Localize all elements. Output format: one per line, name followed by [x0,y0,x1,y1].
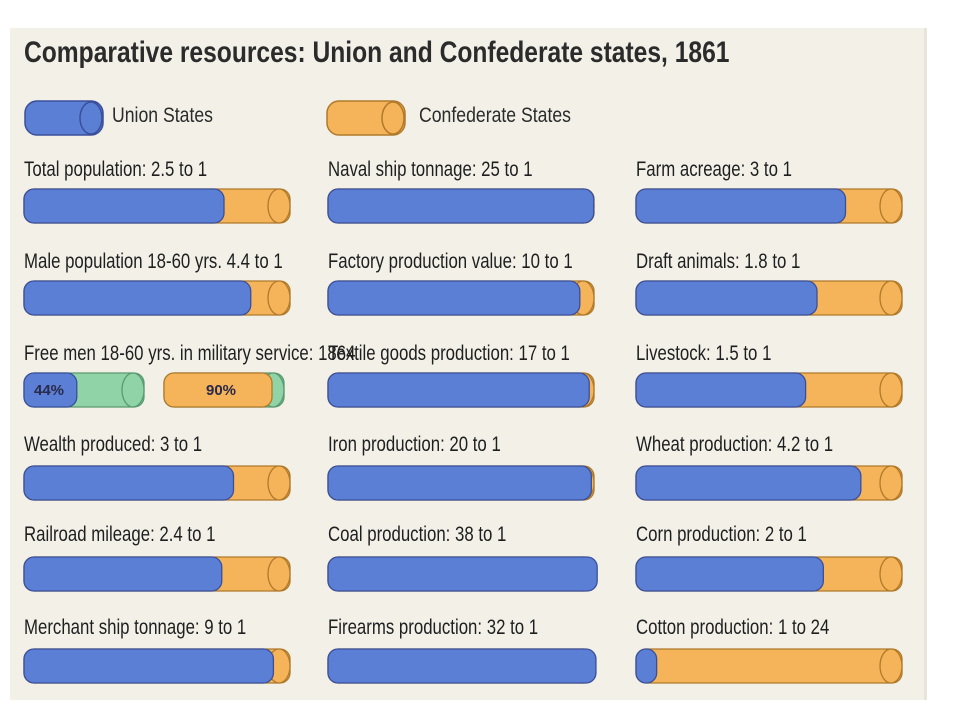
label-factory-production-value: Factory production value: 10 to 1 [328,250,573,273]
label-total-population: Total population: 2.5 to 1 [24,158,208,181]
bar-wheat-production [635,465,903,501]
label-free-men-18-60-yrs-in-military-service: Free men 18-60 yrs. in military service:… [24,342,356,365]
military-confederate-percent: 90% [206,382,236,399]
label-railroad-mileage: Railroad mileage: 2.4 to 1 [24,523,216,546]
segment-union-naval-ship-tonnage [327,188,595,224]
segment-confederate-cotton-production [635,648,903,684]
military-confederate-fill [163,372,273,408]
label-firearms-production: Firearms production: 32 to 1 [328,616,539,639]
segment-union-draft-animals [635,280,818,316]
label-corn-production: Corn production: 2 to 1 [636,523,807,546]
bar-iron-production [327,465,595,501]
legend-label-confederate: Confederate States [419,104,572,127]
military-union-percent: 44% [34,382,64,399]
bar-free-men-18-60-yrs-in-military-service: 44% 90% [23,372,285,408]
panel-edge [924,28,927,700]
bar-textile-goods-production [327,372,595,408]
bar-livestock [635,372,903,408]
chart-title: Comparative resources: Union and Confede… [24,36,730,69]
segment-union-total-population [23,188,225,224]
label-livestock: Livestock: 1.5 to 1 [636,342,772,365]
bar-coal-production [327,556,598,592]
legend-swatch-union [24,100,104,136]
segment-union-railroad-mileage [23,556,223,592]
bar-naval-ship-tonnage [327,188,595,224]
label-naval-ship-tonnage: Naval ship tonnage: 25 to 1 [328,158,533,181]
segment-union-factory-production-value [327,280,581,316]
bar-male-population-18-60-yrs-4-4-to-1 [23,280,291,316]
segment-union-cotton-production [635,648,658,684]
segment-union-male-population-18-60-yrs-4-4-to-1 [23,280,252,316]
legend-swatch-confederate [326,100,406,136]
segment-union-merchant-ship-tonnage [23,648,275,684]
label-textile-goods-production: Textile goods production: 17 to 1 [328,342,570,365]
bar-draft-animals [635,280,903,316]
segment-union-textile-goods-production [327,372,590,408]
bar-merchant-ship-tonnage [23,648,291,684]
segment-union-corn-production [635,556,824,592]
label-cotton-production: Cotton production: 1 to 24 [636,616,830,639]
bar-total-population [23,188,291,224]
bar-wealth-produced [23,465,291,501]
bar-railroad-mileage [23,556,291,592]
bar-corn-production [635,556,903,592]
label-merchant-ship-tonnage: Merchant ship tonnage: 9 to 1 [24,616,247,639]
bar-farm-acreage [635,188,903,224]
segment-union-livestock [635,372,807,408]
segment-union-iron-production [327,465,592,501]
label-coal-production: Coal production: 38 to 1 [328,523,507,546]
segment-union-wealth-produced [23,465,235,501]
bar-cotton-production [635,648,903,684]
label-male-population-18-60-yrs-4-4-to-1: Male population 18-60 yrs. 4.4 to 1 [24,250,283,273]
military-union-fill [23,372,78,408]
segment-union-farm-acreage [635,188,847,224]
bar-factory-production-value [327,280,595,316]
label-wealth-produced: Wealth produced: 3 to 1 [24,433,203,456]
segment-union-wheat-production [635,465,862,501]
label-iron-production: Iron production: 20 to 1 [328,433,501,456]
bar-firearms-production [327,648,597,684]
segment-union-coal-production [327,556,598,592]
segment-union-firearms-production [327,648,597,684]
legend-label-union: Union States [112,104,214,127]
label-draft-animals: Draft animals: 1.8 to 1 [636,250,801,273]
label-farm-acreage: Farm acreage: 3 to 1 [636,158,792,181]
label-wheat-production: Wheat production: 4.2 to 1 [636,433,834,456]
